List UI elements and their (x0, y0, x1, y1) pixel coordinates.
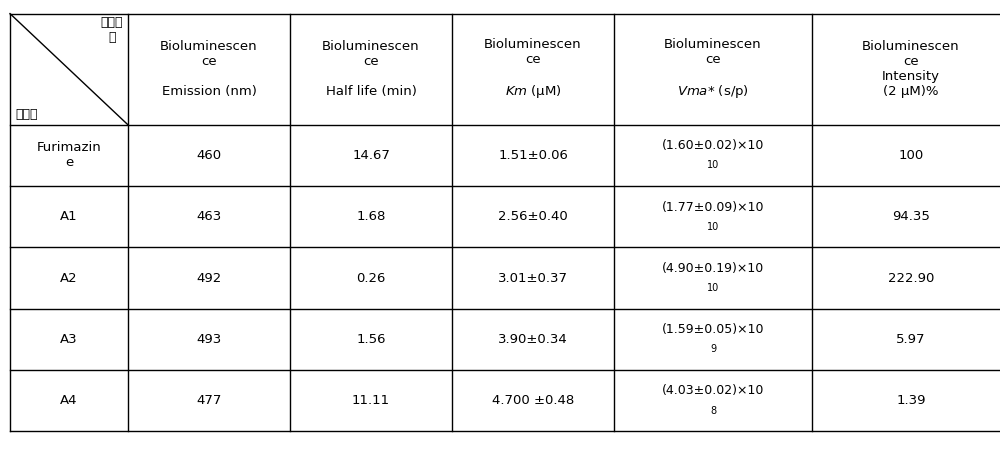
Text: (1.60±0.02)×10: (1.60±0.02)×10 (662, 139, 764, 152)
Text: 3.90±0.34: 3.90±0.34 (498, 333, 568, 346)
Text: 9: 9 (710, 344, 716, 354)
Text: 1.68: 1.68 (356, 210, 386, 223)
Text: 222.90: 222.90 (888, 271, 934, 285)
Text: 1.56: 1.56 (356, 333, 386, 346)
Text: Bioluminescen
ce

Half life (min): Bioluminescen ce Half life (min) (322, 40, 420, 98)
Text: A2: A2 (60, 271, 78, 285)
Text: 测试项
目: 测试项 目 (100, 16, 123, 44)
Text: 10: 10 (707, 283, 719, 293)
Text: 492: 492 (196, 271, 222, 285)
Text: 14.67: 14.67 (352, 149, 390, 162)
Text: 477: 477 (196, 394, 222, 407)
Text: 1.39: 1.39 (896, 394, 926, 407)
Text: Bioluminescen
ce
Intensity
(2 μM)%: Bioluminescen ce Intensity (2 μM)% (862, 40, 960, 98)
Text: 94.35: 94.35 (892, 210, 930, 223)
Text: Bioluminescen
ce

$Vma$* (s/p): Bioluminescen ce $Vma$* (s/p) (664, 38, 762, 100)
Text: 100: 100 (898, 149, 924, 162)
Text: 10: 10 (707, 160, 719, 170)
Text: Furimazin
e: Furimazin e (37, 142, 101, 169)
Text: 460: 460 (196, 149, 222, 162)
Text: (4.90±0.19)×10: (4.90±0.19)×10 (662, 262, 764, 275)
Text: (4.03±0.02)×10: (4.03±0.02)×10 (662, 385, 764, 397)
Text: A3: A3 (60, 333, 78, 346)
Text: 8: 8 (710, 405, 716, 415)
Text: A1: A1 (60, 210, 78, 223)
Text: A4: A4 (60, 394, 78, 407)
Text: 4.700 ±0.48: 4.700 ±0.48 (492, 394, 574, 407)
Text: Bioluminescen
ce

Emission (nm): Bioluminescen ce Emission (nm) (160, 40, 258, 98)
Text: (1.59±0.05)×10: (1.59±0.05)×10 (662, 323, 764, 336)
Text: 10: 10 (707, 222, 719, 232)
Text: 0.26: 0.26 (356, 271, 386, 285)
Text: 493: 493 (196, 333, 222, 346)
Text: 11.11: 11.11 (352, 394, 390, 407)
Text: 2.56±0.40: 2.56±0.40 (498, 210, 568, 223)
Text: 463: 463 (196, 210, 222, 223)
Text: 5.97: 5.97 (896, 333, 926, 346)
Text: (1.77±0.09)×10: (1.77±0.09)×10 (662, 201, 764, 213)
Text: 3.01±0.37: 3.01±0.37 (498, 271, 568, 285)
Text: Bioluminescen
ce

$Km$ (μM): Bioluminescen ce $Km$ (μM) (484, 38, 582, 100)
Text: 1.51±0.06: 1.51±0.06 (498, 149, 568, 162)
Text: 化合物: 化合物 (15, 108, 38, 121)
